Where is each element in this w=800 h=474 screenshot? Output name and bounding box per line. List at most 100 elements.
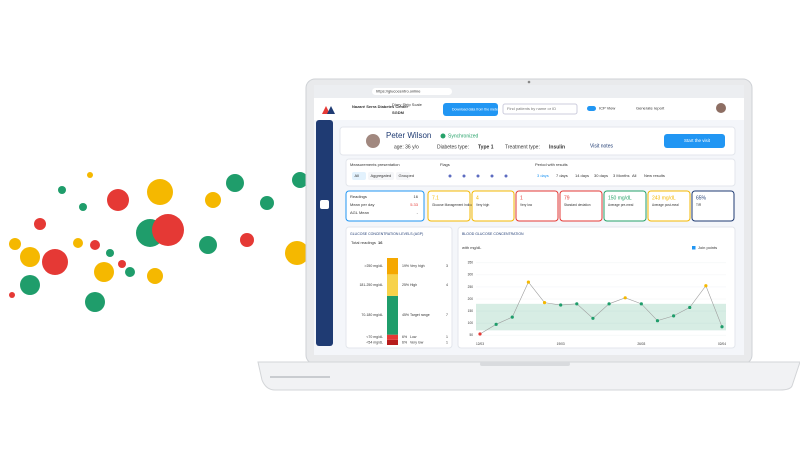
- decorative-dots: [9, 172, 309, 312]
- period-option[interactable]: 14 days: [575, 173, 589, 178]
- presentation-option[interactable]: [396, 172, 410, 180]
- patient-card: Peter Wilson Synchronized age: 36 y/o Di…: [339, 126, 736, 156]
- report-button[interactable]: Generate report: [636, 106, 665, 111]
- agp-count: 1: [446, 340, 448, 344]
- stat-value: 1: [520, 195, 523, 201]
- glucose-point: [639, 302, 643, 306]
- agp-range: <70 mg/dL: [366, 335, 383, 339]
- agp-segment: [387, 334, 398, 340]
- agp-segment: [387, 258, 398, 275]
- glucose-point: [704, 284, 708, 288]
- stat-label: Very low: [520, 203, 533, 207]
- stat-card: [603, 190, 647, 222]
- search-box[interactable]: [502, 103, 578, 115]
- agp-panel: GLUCOSE CONCENTRATION LEVELS (AGP) Total…: [345, 226, 453, 349]
- treatment-label: Treatment type:: [505, 144, 540, 150]
- download-label: Download data from the meter: [452, 107, 500, 111]
- agp-range: 181-250 mg/dL: [359, 283, 383, 287]
- stat-value: 150 mg/dL: [608, 195, 632, 201]
- summary-label: Readings: [350, 194, 367, 199]
- x-tick-label: 26/03: [637, 342, 645, 346]
- agp-count: 4: [446, 283, 448, 287]
- summary-value: -: [417, 210, 419, 215]
- visit-notes[interactable]: Visit notes: [590, 143, 613, 149]
- icp-toggle[interactable]: [587, 106, 596, 111]
- agp-percent: 25%: [402, 283, 409, 287]
- stat-card: [427, 190, 471, 222]
- period-option[interactable]: All: [632, 173, 637, 178]
- clinic-name: Nazaré Serra Diabetes Center: [352, 104, 408, 109]
- unit-label: with mg/dL: [462, 245, 482, 250]
- stat-value: 7.1: [432, 195, 439, 201]
- presentation-option[interactable]: [352, 172, 366, 180]
- period-option[interactable]: 3 Months: [613, 173, 629, 178]
- patient-name: Peter Wilson: [386, 131, 431, 140]
- glucose-point: [591, 316, 595, 320]
- presentation-option[interactable]: [368, 172, 394, 180]
- glucose-point: [688, 305, 692, 310]
- glucose-point: [494, 322, 498, 326]
- scale-label: Diary Strip Scale: [392, 102, 423, 107]
- glucose-point: [559, 303, 563, 307]
- y-tick-label: 100: [468, 321, 474, 325]
- stat-card: [691, 190, 735, 222]
- period-label: Period with results: [535, 162, 568, 167]
- agp-percent: 6%: [402, 335, 407, 339]
- glucose-line: [479, 281, 723, 335]
- filters: Measurements presentation Flags Period w…: [345, 158, 736, 187]
- agp-count: 3: [446, 264, 448, 268]
- join-label: Join points: [698, 245, 717, 250]
- diabetes-type: Type 1: [478, 144, 494, 150]
- icp-label: ICP View: [599, 106, 615, 111]
- glucose-point: [542, 301, 547, 305]
- app-header: Nazaré Serra Diabetes Center Diary Strip…: [314, 98, 744, 120]
- flags-label: Flags: [440, 162, 450, 167]
- total-label: Total readings: [351, 240, 376, 245]
- stat-value: 79: [564, 195, 570, 201]
- download-button[interactable]: [443, 103, 498, 116]
- agp-range: <54 mg/dL: [366, 340, 383, 344]
- summary-value: 16: [414, 194, 419, 199]
- summary-label: AGL Mean: [350, 210, 369, 215]
- stat-card: [647, 190, 691, 222]
- agp-name: High: [410, 283, 417, 287]
- period-option[interactable]: 7 days: [556, 173, 568, 178]
- agp-name: Low: [410, 335, 417, 339]
- stats: Readings 16 Mean per day 5.33 AGL Mean - 7.1 Gl…: [345, 190, 735, 222]
- patient-age: age: 36 y/o: [394, 144, 419, 150]
- join-checkbox[interactable]: [692, 246, 696, 250]
- presentation-label: Measurements presentation: [350, 162, 400, 167]
- period-option[interactable]: 30 days: [594, 173, 608, 178]
- start-visit-button[interactable]: [664, 134, 725, 148]
- y-tick-label: 300: [468, 273, 474, 277]
- agp-title: GLUCOSE CONCENTRATION LEVELS (AGP): [350, 232, 423, 236]
- x-tick-label: 12/03: [476, 342, 484, 346]
- search-placeholder: Find patients by name or ID: [507, 106, 556, 111]
- glucose-point: [575, 302, 579, 306]
- sync-status: Synchronized: [448, 133, 479, 139]
- user-avatar[interactable]: [716, 103, 726, 113]
- glucose-point: [478, 332, 482, 336]
- glucose-title: BLOOD GLUCOSE CONCENTRATION: [462, 232, 524, 236]
- glucose-point: [526, 280, 531, 284]
- agp-segment: [387, 274, 398, 296]
- period-option[interactable]: New results: [644, 173, 665, 178]
- y-tick-label: 200: [468, 297, 474, 301]
- agp-name: Target range: [410, 313, 430, 317]
- stat-value: 243 mg/dL: [652, 195, 676, 201]
- stat-label: Average pre-meal: [608, 203, 634, 207]
- agp-percent: 6%: [402, 340, 407, 344]
- y-tick-label: 350: [468, 261, 474, 265]
- scale-value: SGDM: [392, 110, 405, 115]
- stat-label: Very high: [476, 203, 490, 207]
- start-visit-label: Start the visit: [684, 138, 711, 143]
- glucose-point: [672, 314, 676, 318]
- stat-card: [515, 190, 559, 222]
- presentation-label: Grouped: [399, 173, 415, 178]
- period-option[interactable]: 3 days: [537, 173, 549, 178]
- diabetes-label: Diabetes type:: [437, 144, 469, 150]
- stat-label: Standard deviation: [564, 203, 591, 207]
- agp-range: >250 mg/dL: [364, 264, 383, 268]
- presentation-label: Aggregated: [371, 173, 392, 178]
